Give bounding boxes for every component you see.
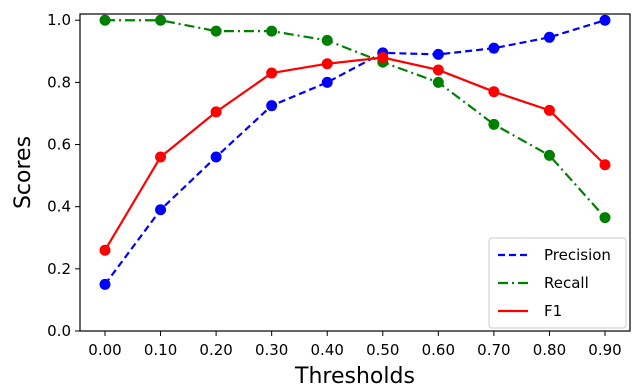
series-f1 — [99, 52, 611, 256]
data-point-recall — [266, 25, 278, 37]
x-tick-label: 0.80 — [533, 341, 566, 359]
series-recall — [99, 14, 611, 224]
data-point-precision — [99, 278, 111, 290]
data-point-recall — [599, 212, 611, 224]
x-tick-label: 0.50 — [366, 341, 399, 359]
legend: Precision Recall F1 — [488, 237, 627, 329]
data-point-precision — [488, 42, 500, 54]
legend-label-f1: F1 — [544, 302, 562, 320]
x-tick-label: 0.60 — [422, 341, 455, 359]
y-tick-label: 0.2 — [47, 260, 71, 278]
data-point-precision — [543, 31, 555, 43]
series-line-recall — [105, 19, 606, 219]
y-axis-label: Scores — [11, 136, 36, 209]
x-axis-label: Thresholds — [294, 364, 415, 387]
data-point-recall — [99, 14, 111, 26]
x-tick-label: 0.90 — [588, 341, 621, 359]
series-layer — [99, 14, 611, 290]
x-tick-label: 0.40 — [311, 341, 344, 359]
data-point-f1 — [488, 86, 500, 98]
data-point-recall — [155, 14, 167, 26]
data-point-f1 — [266, 67, 278, 79]
y-tick-label: 0.6 — [47, 136, 71, 154]
series-line-f1 — [104, 56, 606, 251]
data-point-f1 — [599, 159, 611, 171]
x-tick-label: 0.30 — [255, 341, 288, 359]
data-point-precision — [321, 76, 333, 88]
data-point-precision — [266, 100, 278, 112]
data-point-precision — [599, 14, 611, 26]
y-tick-label: 0.4 — [47, 198, 71, 216]
legend-label-recall: Recall — [544, 274, 589, 292]
data-point-recall — [321, 34, 333, 46]
x-tick-label: 0.20 — [199, 341, 232, 359]
y-tick-label: 0.0 — [47, 322, 71, 340]
data-point-f1 — [377, 52, 389, 64]
x-axis-ticks: 0.00 0.10 0.20 0.30 0.40 0.50 0.60 0.70 0.80 0.90 — [88, 331, 622, 359]
legend-label-precision: Precision — [544, 246, 611, 264]
data-point-f1 — [321, 58, 333, 70]
plot-area-frame — [79, 13, 631, 332]
y-tick-label: 0.8 — [47, 73, 71, 91]
data-point-f1 — [543, 104, 555, 116]
x-tick-label: 0.00 — [88, 341, 121, 359]
data-point-f1 — [432, 64, 444, 76]
y-tick-label: 1.0 — [47, 11, 71, 29]
series-precision — [99, 14, 611, 290]
legend-box — [488, 237, 627, 329]
data-point-precision — [210, 151, 222, 163]
data-point-recall — [543, 149, 555, 161]
data-point-f1 — [99, 244, 111, 256]
data-point-f1 — [210, 106, 222, 118]
data-point-recall — [488, 118, 500, 130]
series-line-precision — [104, 19, 606, 286]
data-point-recall — [210, 25, 222, 37]
data-point-precision — [432, 48, 444, 60]
data-point-f1 — [155, 151, 167, 163]
x-tick-label: 0.10 — [144, 341, 177, 359]
y-axis-ticks: 0.0 0.2 0.4 0.6 0.8 1.0 — [47, 11, 80, 340]
data-point-precision — [155, 204, 167, 216]
x-tick-label: 0.70 — [477, 341, 510, 359]
data-point-recall — [432, 76, 444, 88]
